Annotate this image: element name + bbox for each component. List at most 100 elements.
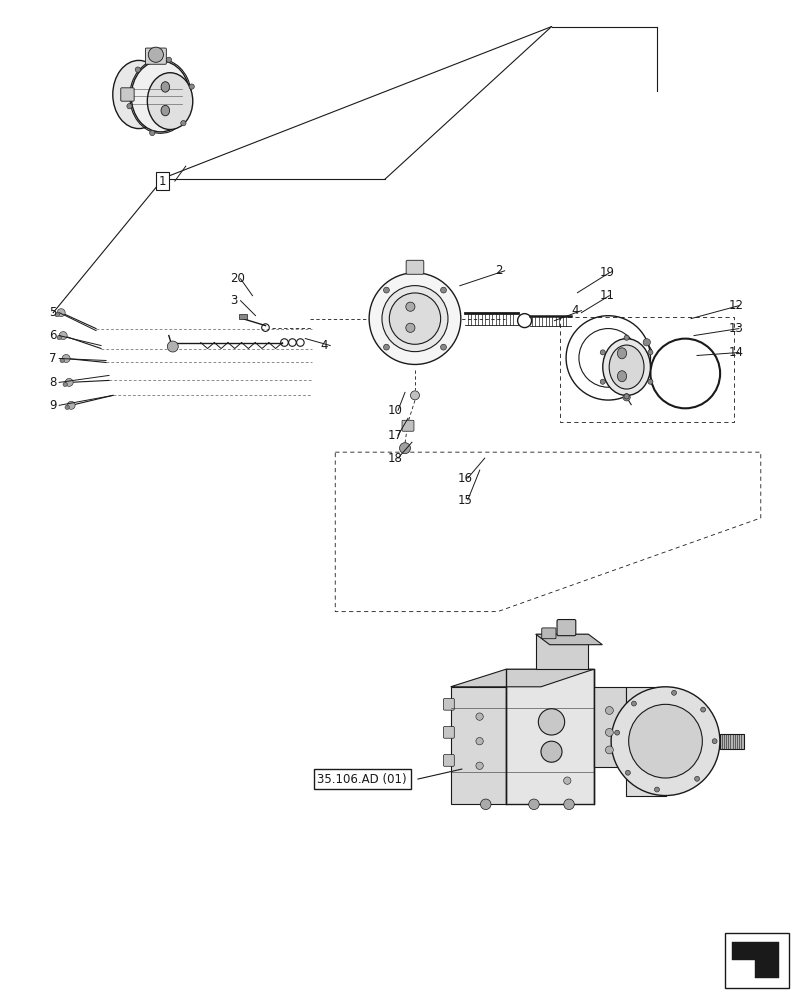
Circle shape xyxy=(381,286,448,352)
FancyBboxPatch shape xyxy=(541,628,556,639)
FancyBboxPatch shape xyxy=(556,620,575,636)
Circle shape xyxy=(406,323,414,332)
Circle shape xyxy=(711,739,716,744)
Circle shape xyxy=(611,687,719,796)
Circle shape xyxy=(540,741,561,762)
Ellipse shape xyxy=(608,345,643,389)
FancyBboxPatch shape xyxy=(719,734,744,749)
Text: 35.106.AD (01): 35.106.AD (01) xyxy=(317,773,406,786)
Circle shape xyxy=(642,339,650,346)
Text: 17: 17 xyxy=(388,429,402,442)
Circle shape xyxy=(57,335,62,340)
Circle shape xyxy=(440,344,446,350)
Polygon shape xyxy=(625,687,665,796)
Text: 19: 19 xyxy=(599,266,614,279)
Circle shape xyxy=(135,67,140,72)
Ellipse shape xyxy=(147,73,192,130)
Circle shape xyxy=(538,709,564,735)
Circle shape xyxy=(631,701,636,706)
Circle shape xyxy=(563,799,573,810)
Circle shape xyxy=(563,777,570,784)
Circle shape xyxy=(65,405,69,410)
Circle shape xyxy=(166,57,171,62)
Circle shape xyxy=(62,354,70,362)
Circle shape xyxy=(475,762,483,769)
Text: 6: 6 xyxy=(49,329,57,342)
Circle shape xyxy=(671,690,676,695)
Circle shape xyxy=(388,293,440,344)
Text: 5: 5 xyxy=(49,306,57,319)
Ellipse shape xyxy=(602,339,650,395)
Circle shape xyxy=(383,344,389,350)
Circle shape xyxy=(189,84,194,89)
Circle shape xyxy=(410,391,419,400)
Text: 3: 3 xyxy=(230,294,238,307)
Circle shape xyxy=(181,121,186,126)
Text: 10: 10 xyxy=(388,404,402,417)
FancyBboxPatch shape xyxy=(121,88,134,101)
Circle shape xyxy=(693,776,698,781)
Circle shape xyxy=(60,358,64,363)
Text: 20: 20 xyxy=(230,272,245,285)
Circle shape xyxy=(622,394,629,401)
Ellipse shape xyxy=(113,60,165,129)
FancyBboxPatch shape xyxy=(145,48,166,64)
Polygon shape xyxy=(450,669,593,687)
Circle shape xyxy=(599,350,605,355)
Bar xyxy=(724,933,787,988)
Circle shape xyxy=(65,378,73,386)
Text: 1: 1 xyxy=(159,175,166,188)
Circle shape xyxy=(383,287,389,293)
Circle shape xyxy=(399,443,410,454)
Circle shape xyxy=(440,287,446,293)
Circle shape xyxy=(148,47,163,62)
FancyBboxPatch shape xyxy=(401,420,414,431)
Text: 4: 4 xyxy=(320,339,328,352)
Circle shape xyxy=(149,130,155,136)
Circle shape xyxy=(700,707,705,712)
Circle shape xyxy=(624,335,629,340)
Circle shape xyxy=(475,713,483,720)
Polygon shape xyxy=(535,634,588,669)
Circle shape xyxy=(369,273,461,364)
Circle shape xyxy=(67,401,75,409)
Circle shape xyxy=(647,350,652,355)
Circle shape xyxy=(55,312,59,317)
Circle shape xyxy=(59,332,67,340)
Circle shape xyxy=(167,341,178,352)
Circle shape xyxy=(624,770,629,775)
Text: 18: 18 xyxy=(388,452,402,465)
Ellipse shape xyxy=(616,371,626,382)
Bar xyxy=(238,314,247,319)
Text: 11: 11 xyxy=(599,289,614,302)
Ellipse shape xyxy=(131,61,190,132)
Text: 12: 12 xyxy=(728,299,743,312)
Circle shape xyxy=(475,737,483,745)
Text: 8: 8 xyxy=(49,376,57,389)
FancyBboxPatch shape xyxy=(406,260,423,274)
FancyBboxPatch shape xyxy=(443,727,453,738)
Polygon shape xyxy=(535,634,602,645)
Circle shape xyxy=(63,382,67,387)
Text: 13: 13 xyxy=(728,322,743,335)
Circle shape xyxy=(628,704,702,778)
Circle shape xyxy=(57,309,65,317)
Circle shape xyxy=(654,787,659,792)
Ellipse shape xyxy=(616,348,626,359)
Circle shape xyxy=(605,728,612,736)
Polygon shape xyxy=(505,669,593,804)
Circle shape xyxy=(605,746,612,754)
Text: 4: 4 xyxy=(571,304,578,317)
Text: 16: 16 xyxy=(457,472,472,485)
Circle shape xyxy=(127,104,132,109)
Ellipse shape xyxy=(161,105,169,116)
FancyBboxPatch shape xyxy=(443,699,453,710)
Text: 9: 9 xyxy=(49,399,57,412)
Polygon shape xyxy=(731,942,778,978)
Circle shape xyxy=(406,302,414,311)
Text: 2: 2 xyxy=(494,264,501,277)
Circle shape xyxy=(624,394,629,399)
Circle shape xyxy=(528,799,539,810)
Circle shape xyxy=(605,707,612,714)
Text: 15: 15 xyxy=(457,493,472,506)
